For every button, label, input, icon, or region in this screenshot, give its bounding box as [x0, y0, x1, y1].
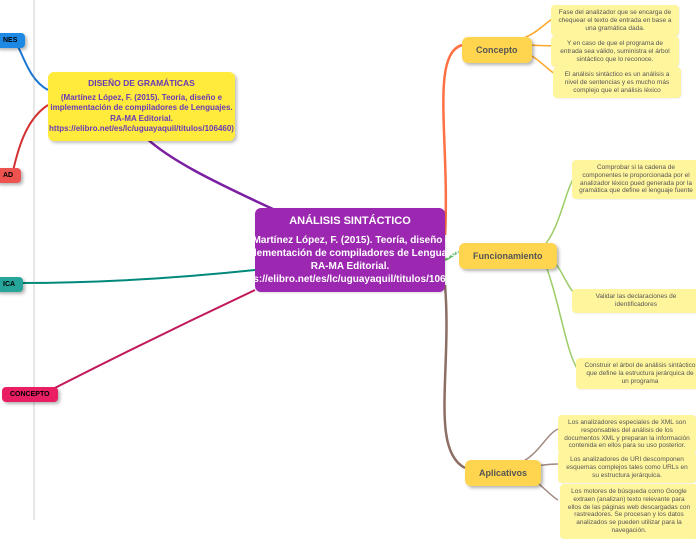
branch-aplicativos[interactable]: Aplicativos: [465, 460, 541, 486]
leaf-f1[interactable]: Comprobar si la cadena de componentes le…: [572, 160, 696, 199]
edge-nes[interactable]: NES: [0, 33, 25, 48]
leaf-c1[interactable]: Fase del analizador que se encarga de ch…: [551, 5, 679, 36]
diseno-node[interactable]: DISEÑO DE GRAMÁTICAS (Martínez López, F.…: [48, 72, 235, 141]
central-sub: (Martínez López, F. (2015). Teoría, dise…: [234, 234, 465, 286]
branch-funcionamiento[interactable]: Funcionamiento: [459, 243, 557, 269]
branch-concepto[interactable]: Concepto: [462, 37, 532, 63]
central-node[interactable]: ANÁLISIS SINTÁCTICO (Martínez López, F. …: [255, 208, 445, 292]
leaf-f3[interactable]: Construir el árbol de análisis sintáctic…: [576, 358, 696, 389]
diseno-sub: (Martínez López, F. (2015). Teoría, dise…: [49, 93, 234, 135]
leaf-a2[interactable]: Los analizadores de URI descomponen esqu…: [558, 452, 696, 483]
central-title: ANÁLISIS SINTÁCTICO: [289, 214, 411, 228]
edge-ica[interactable]: ICA: [0, 277, 23, 292]
edge-ad[interactable]: AD: [0, 168, 21, 183]
leaf-c2[interactable]: Y en caso de que el programa de entrada …: [551, 36, 679, 67]
leaf-c3[interactable]: El análisis sintáctico es un análisis a …: [553, 67, 681, 98]
leaf-f2[interactable]: Validar las declaraciones de identificad…: [572, 289, 696, 313]
edge-concepto[interactable]: CONCEPTO: [2, 387, 58, 402]
diseno-title: DISEÑO DE GRAMÁTICAS: [88, 78, 195, 89]
leaf-a1[interactable]: Los analizadores especiales de XML son r…: [558, 415, 696, 454]
leaf-a3[interactable]: Los motores de búsqueda como Google extr…: [560, 484, 696, 539]
